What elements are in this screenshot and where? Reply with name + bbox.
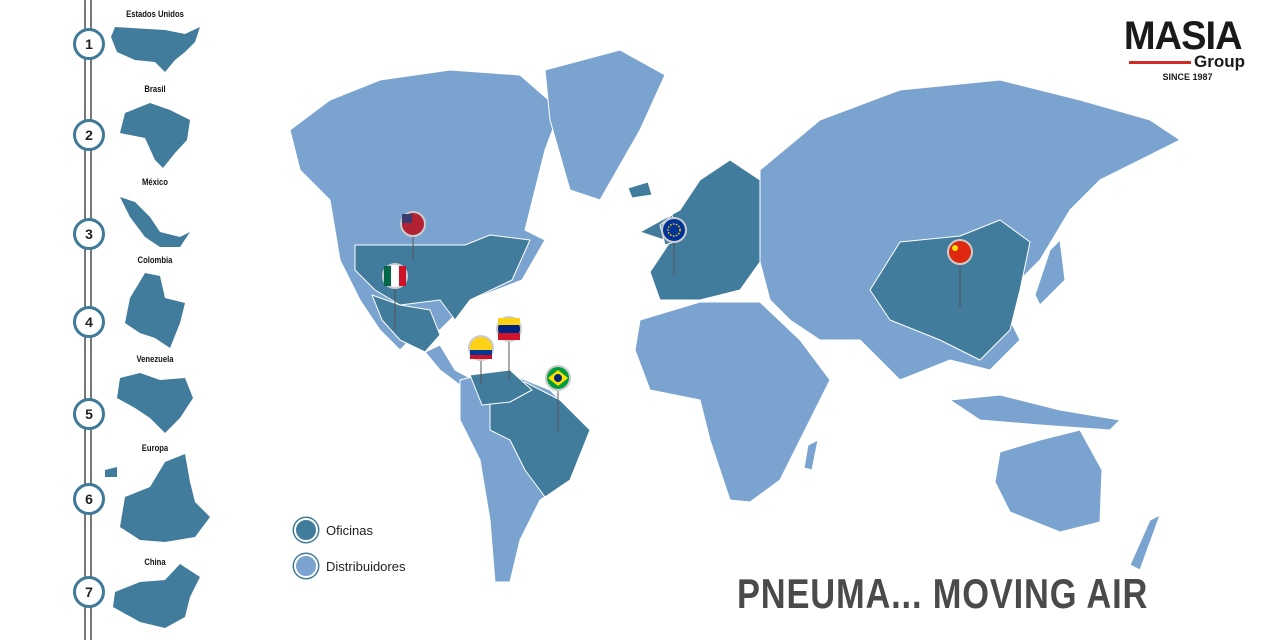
usa-flag-pin <box>400 211 426 260</box>
china-silhouette <box>113 564 200 628</box>
step-number: 6 <box>73 483 105 515</box>
north-america <box>289 69 561 351</box>
madagascar <box>803 439 819 471</box>
mexico-office <box>371 294 441 353</box>
china-office <box>869 219 1031 361</box>
country-label: Colombia <box>137 255 173 265</box>
greenland <box>544 49 666 201</box>
china-flag-pin <box>947 239 973 308</box>
legend-distributors: Distribuidores <box>294 554 405 578</box>
legend-label: Oficinas <box>326 522 373 538</box>
usa-silhouette <box>111 27 200 72</box>
japan <box>1034 239 1066 306</box>
offices-swatch <box>294 518 318 542</box>
logo-name: MASIA <box>1123 14 1243 58</box>
legend-offices: Oficinas <box>294 518 373 542</box>
colombia-silhouette <box>125 273 185 348</box>
mexico-silhouette <box>120 197 190 247</box>
step-number: 2 <box>73 119 105 151</box>
step-number: 3 <box>73 218 105 250</box>
country-label: Estados Unidos <box>126 9 184 19</box>
logo-red-bar <box>1129 60 1191 64</box>
country-label: México <box>142 177 168 187</box>
eu-flag-pin <box>661 217 687 275</box>
brazil-office <box>489 381 591 498</box>
legend-label: Distribuidores <box>326 558 406 574</box>
europe-silhouette <box>105 454 210 542</box>
venezuela-flag-pin <box>496 316 522 380</box>
australia <box>994 429 1103 533</box>
step-number: 1 <box>73 28 105 60</box>
country-label: Venezuela <box>136 354 174 364</box>
country-label: Europa <box>141 443 169 453</box>
logo-since: SINCE 1987 <box>1162 72 1213 82</box>
tagline: PNEUMA... MOVING AIR <box>737 570 1149 617</box>
indonesia <box>949 394 1121 431</box>
iceland <box>627 181 653 199</box>
europe-office <box>639 159 761 301</box>
flag-pins <box>382 211 973 432</box>
masia-group-logo: MASIA Group SINCE 1987 <box>1110 14 1245 82</box>
brazil-flag-pin <box>545 365 571 432</box>
colombia-flag-pin <box>468 335 494 385</box>
colombia-venezuela-office <box>469 369 533 406</box>
mexico-flag-pin <box>382 263 408 330</box>
logo-sub: Group <box>1194 52 1245 71</box>
usa-office <box>354 234 531 321</box>
brazil-silhouette <box>120 103 190 168</box>
distributors-swatch <box>294 554 318 578</box>
country-label: Brasil <box>144 84 166 94</box>
africa <box>634 301 831 503</box>
new-zealand <box>1129 514 1161 571</box>
step-number: 7 <box>73 576 105 608</box>
step-number: 5 <box>73 398 105 430</box>
country-label: China <box>144 557 166 567</box>
venezuela-silhouette <box>117 373 193 433</box>
step-number: 4 <box>73 306 105 338</box>
